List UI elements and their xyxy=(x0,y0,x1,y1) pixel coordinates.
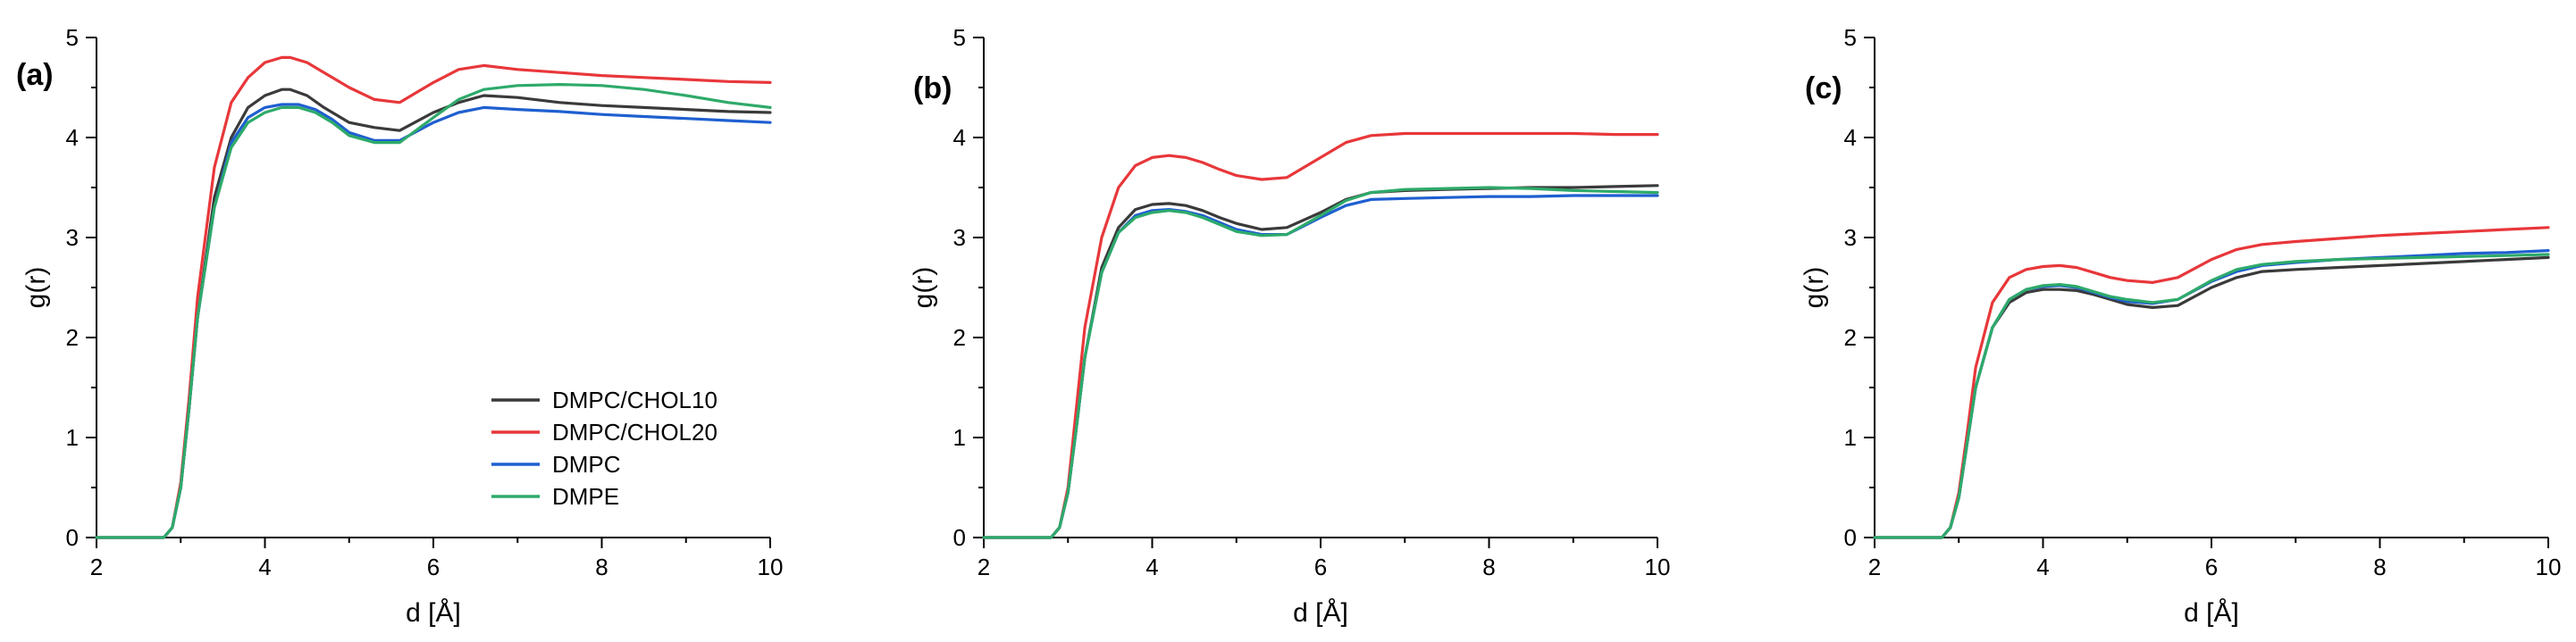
x-tick-label: 2 xyxy=(978,554,990,580)
series-line-2 xyxy=(1873,226,2550,539)
y-tick-label: 3 xyxy=(953,224,966,251)
x-tick-label: 4 xyxy=(258,554,271,580)
x-tick-label: 8 xyxy=(595,554,608,580)
y-tick-label: 3 xyxy=(1844,224,1857,251)
y-tick-label: 1 xyxy=(1844,424,1857,451)
series-line-4 xyxy=(982,186,1659,539)
x-tick-label: 2 xyxy=(1868,554,1881,580)
y-tick-label: 0 xyxy=(953,524,966,551)
y-tick-label: 4 xyxy=(1844,124,1857,151)
x-tick-label: 8 xyxy=(2373,554,2386,580)
y-tick-label: 0 xyxy=(66,524,79,551)
series-line-4 xyxy=(95,82,772,539)
y-tick-label: 4 xyxy=(66,124,79,151)
x-axis-label: d [Å] xyxy=(2184,598,2239,628)
y-tick-label: 5 xyxy=(66,24,79,51)
y-tick-label: 1 xyxy=(953,424,966,451)
y-tick-label: 1 xyxy=(66,424,79,451)
legend-entry: DMPC/CHOL10 xyxy=(552,387,717,413)
chart-panel-3: 2 4 6 8 10 0 1 2 3 4 5 d [Å] g(r) (c) xyxy=(1800,24,2561,628)
y-tick-label: 2 xyxy=(1844,324,1857,351)
y-tick-label: 0 xyxy=(1844,524,1857,551)
x-tick-label: 6 xyxy=(427,554,440,580)
legend: DMPC/CHOL10 DMPC/CHOL20 DMPC DMPE xyxy=(491,387,717,510)
x-tick-label: 6 xyxy=(2205,554,2218,580)
x-axis-label: d [Å] xyxy=(406,598,461,628)
x-tick-label: 2 xyxy=(90,554,103,580)
x-axis-label: d [Å] xyxy=(1293,598,1348,628)
series-line-2 xyxy=(95,55,772,539)
y-tick-label: 2 xyxy=(953,324,966,351)
y-tick-label: 2 xyxy=(66,324,79,351)
panel-label: (a) xyxy=(16,58,54,92)
x-tick-label: 4 xyxy=(2036,554,2049,580)
y-tick-label: 4 xyxy=(953,124,966,151)
y-tick-label: 3 xyxy=(66,224,79,251)
x-tick-label: 8 xyxy=(1482,554,1495,580)
x-tick-label: 10 xyxy=(1645,554,1671,580)
series-line-4 xyxy=(1873,253,2550,539)
y-axis-label: g(r) xyxy=(909,267,938,309)
y-axis-label: g(r) xyxy=(1800,267,1829,309)
panel-label: (c) xyxy=(1805,71,1842,105)
legend-entry: DMPC/CHOL20 xyxy=(552,419,717,446)
series-line-2 xyxy=(982,131,1659,539)
x-tick-label: 10 xyxy=(2536,554,2562,580)
y-axis-label: g(r) xyxy=(21,267,51,309)
y-tick-label: 5 xyxy=(953,24,966,51)
legend-entry: DMPE xyxy=(552,483,619,510)
panel-label: (b) xyxy=(913,71,952,105)
y-tick-label: 5 xyxy=(1844,24,1857,51)
chart-panel-2: 2 4 6 8 10 0 1 2 3 4 5 d [Å] g(r) (b) xyxy=(909,24,1670,628)
x-tick-label: 6 xyxy=(1314,554,1327,580)
legend-entry: DMPC xyxy=(552,451,621,478)
series-line-1 xyxy=(1873,255,2550,539)
x-tick-label: 4 xyxy=(1145,554,1158,580)
x-tick-label: 10 xyxy=(758,554,784,580)
